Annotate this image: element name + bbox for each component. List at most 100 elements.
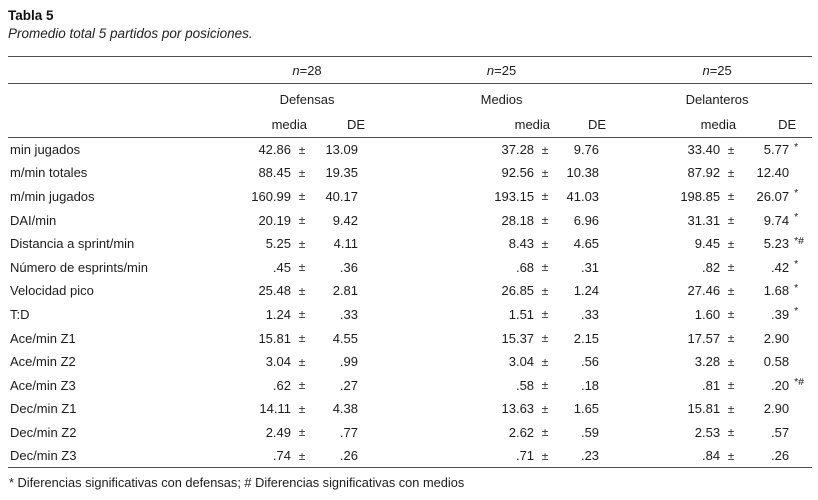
de-value: .26 [311,444,361,469]
de-value: .23 [554,444,603,469]
de-value: 1.24 [573,283,600,299]
row-label: Ace/min Z3 [10,377,76,393]
sig-marker [361,138,381,162]
media-value: 92.56 [501,165,535,181]
sig-marker [361,185,381,209]
plus-minus: ± [727,142,735,157]
sig-marker [792,161,812,185]
media-de-row: media DE media DE media DE [8,111,813,138]
sig-marker: * [794,211,799,224]
media-value: .68 [515,259,535,275]
media-value: 13.63 [501,401,535,417]
table-row: m/min jugados 160.99 ±40.17 193.15 ±41.03 198… [8,185,812,209]
sig-marker [361,279,381,303]
de-value: 2.90 [763,330,790,346]
empty-cell [8,84,233,112]
sig-marker: * [794,305,799,318]
de-value: 4.38 [332,401,358,417]
sig-marker [361,350,381,374]
plus-minus: ± [298,260,306,275]
de-value: 12.40 [756,165,790,181]
empty-cell [8,56,233,84]
media-value: 2.53 [694,424,721,440]
row-label: DAI/min [10,212,57,228]
sig-marker [361,303,381,327]
de-value: .18 [580,377,600,393]
media-value: 2.49 [265,424,291,440]
sig-marker [792,421,812,445]
media-value: 15.81 [687,401,721,417]
plus-minus: ± [541,354,549,369]
row-label: T:D [10,306,30,322]
plus-minus: ± [541,401,549,416]
sig-marker [361,444,382,469]
de-value: 9.74 [763,212,790,228]
row-label: Distancia a sprint/min [10,236,135,252]
media-value: 88.45 [258,165,291,181]
media-value: 198.85 [680,188,721,204]
plus-minus: ± [298,378,306,393]
de-value: 41.03 [566,188,600,204]
plus-minus: ± [541,236,549,251]
table-body: min jugados 42.86 ±13.09 37.28 ±9.76 33.40 ±5.… [8,138,813,469]
table-row: Dec/min Z2 2.49 ± .77 2.62 ± .59 2.53 ± .57 [8,421,812,445]
sig-marker: * [794,140,799,153]
plus-minus: ± [541,213,549,228]
plus-minus: ± [298,401,306,416]
media-value: 8.43 [508,236,535,252]
de-value: .57 [771,424,790,440]
de-value: 6.96 [573,212,600,228]
plus-minus: ± [727,165,735,180]
de-value: 13.09 [325,142,358,158]
media-value: .82 [702,259,721,275]
table-row: Número de esprints/min .45 ± .36 .68 ± .31 .82 ±… [8,255,812,279]
row-label: min jugados [10,142,81,158]
group-name-delanteros: Delanteros [685,92,749,108]
de-value: .99 [339,354,358,370]
de-header-delanteros: DE [740,111,813,138]
plus-minus: ± [298,165,306,180]
sig-marker [602,279,622,303]
de-value: .36 [339,259,358,275]
media-value: 25.48 [258,283,291,299]
n-value: =25 [494,62,517,78]
de-value: 4.55 [332,330,358,346]
sig-marker [361,326,381,350]
table-caption: Tabla 5 Promedio total 5 partidos por po… [8,7,811,43]
sig-marker: * [794,187,799,200]
de-value: .26 [740,444,793,469]
sig-marker [602,421,622,445]
table-row: min jugados 42.86 ±13.09 37.28 ±9.76 33.40 ±5.… [8,138,812,162]
sig-marker [602,185,622,209]
sig-marker [602,161,622,185]
media-header-defensas: media [233,111,311,138]
row-label: Dec/min Z1 [10,401,77,417]
media-value: .71 [381,444,537,469]
de-value: .27 [339,377,358,393]
table-row: Dec/min Z1 14.11 ±4.38 13.63 ±1.65 15.81 ±2.90 [8,397,812,421]
sig-marker [602,232,622,256]
table-row: Velocidad pico 25.48 ±2.81 26.85 ±1.24 27.46 ±… [8,279,812,303]
table-row: DAI/min 20.19 ±9.42 28.18 ±6.96 31.31 ±9.74 * [8,208,812,232]
row-label: Ace/min Z1 [10,330,76,346]
plus-minus: ± [298,283,306,298]
de-value: .56 [580,354,600,370]
media-header-delanteros: media [622,111,741,138]
table-row: m/min totales 88.45 ±19.35 92.56 ±10.38 87.92… [8,161,812,185]
sig-marker [361,397,381,421]
stats-table: n=28 n=25 n=25 Defensas Medios Delantero… [8,56,813,469]
row-label: Número de esprints/min [10,259,148,275]
row-label: m/min jugados [10,188,95,204]
sig-marker [361,161,381,185]
plus-minus: ± [727,189,735,204]
media-value: 20.19 [258,212,291,228]
media-value: 3.04 [265,354,291,370]
de-header-medios: DE [554,111,623,138]
media-value: 160.99 [251,188,291,204]
n-italic: n [486,62,495,78]
table-row: Distancia a sprint/min 5.25 ±4.11 8.43 ±4.65… [8,232,812,256]
de-value: 1.68 [763,283,790,299]
de-value: 9.76 [573,142,600,158]
de-value: 10.38 [566,165,600,181]
sig-marker [792,444,813,469]
